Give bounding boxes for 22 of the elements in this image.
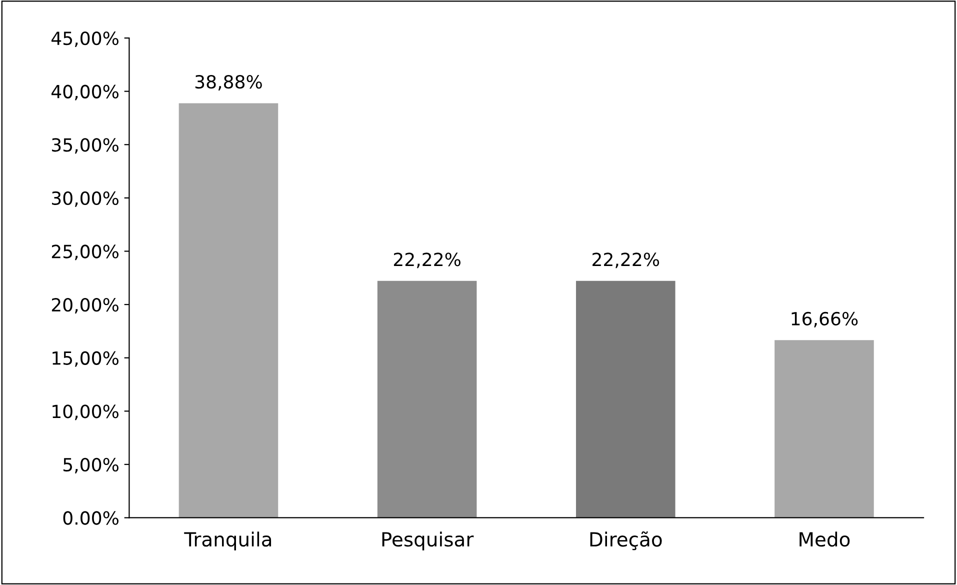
- x-tick-label: Medo: [800, 532, 850, 547]
- y-tick-label: 15,00%: [52, 351, 118, 367]
- bar: [774, 340, 874, 518]
- y-tick-label: 5,00%: [64, 458, 118, 474]
- x-tick-label: Pesquisar: [382, 532, 474, 550]
- y-tick-label: 10,00%: [52, 404, 118, 420]
- data-label: 38,88%: [195, 74, 262, 90]
- bar: [377, 280, 477, 518]
- y-tick-label: 20,00%: [52, 298, 118, 314]
- y-tick-label: 0.00%: [63, 511, 118, 525]
- y-tick-label: 25,00%: [52, 244, 118, 260]
- x-tick-label: Tranquila: [184, 532, 272, 550]
- data-label: 16,66%: [792, 312, 858, 328]
- y-tick-label: 35,00%: [52, 138, 118, 154]
- y-tick-label: 45,00%: [52, 31, 118, 47]
- bar: [178, 103, 278, 518]
- bar: [576, 280, 676, 518]
- x-tick-label: Direção: [590, 531, 662, 550]
- data-label: 22,22%: [592, 252, 660, 268]
- y-tick-label: 40,00%: [52, 84, 118, 100]
- y-tick-label: 30,00%: [52, 191, 118, 207]
- data-label: 22,22%: [394, 252, 460, 268]
